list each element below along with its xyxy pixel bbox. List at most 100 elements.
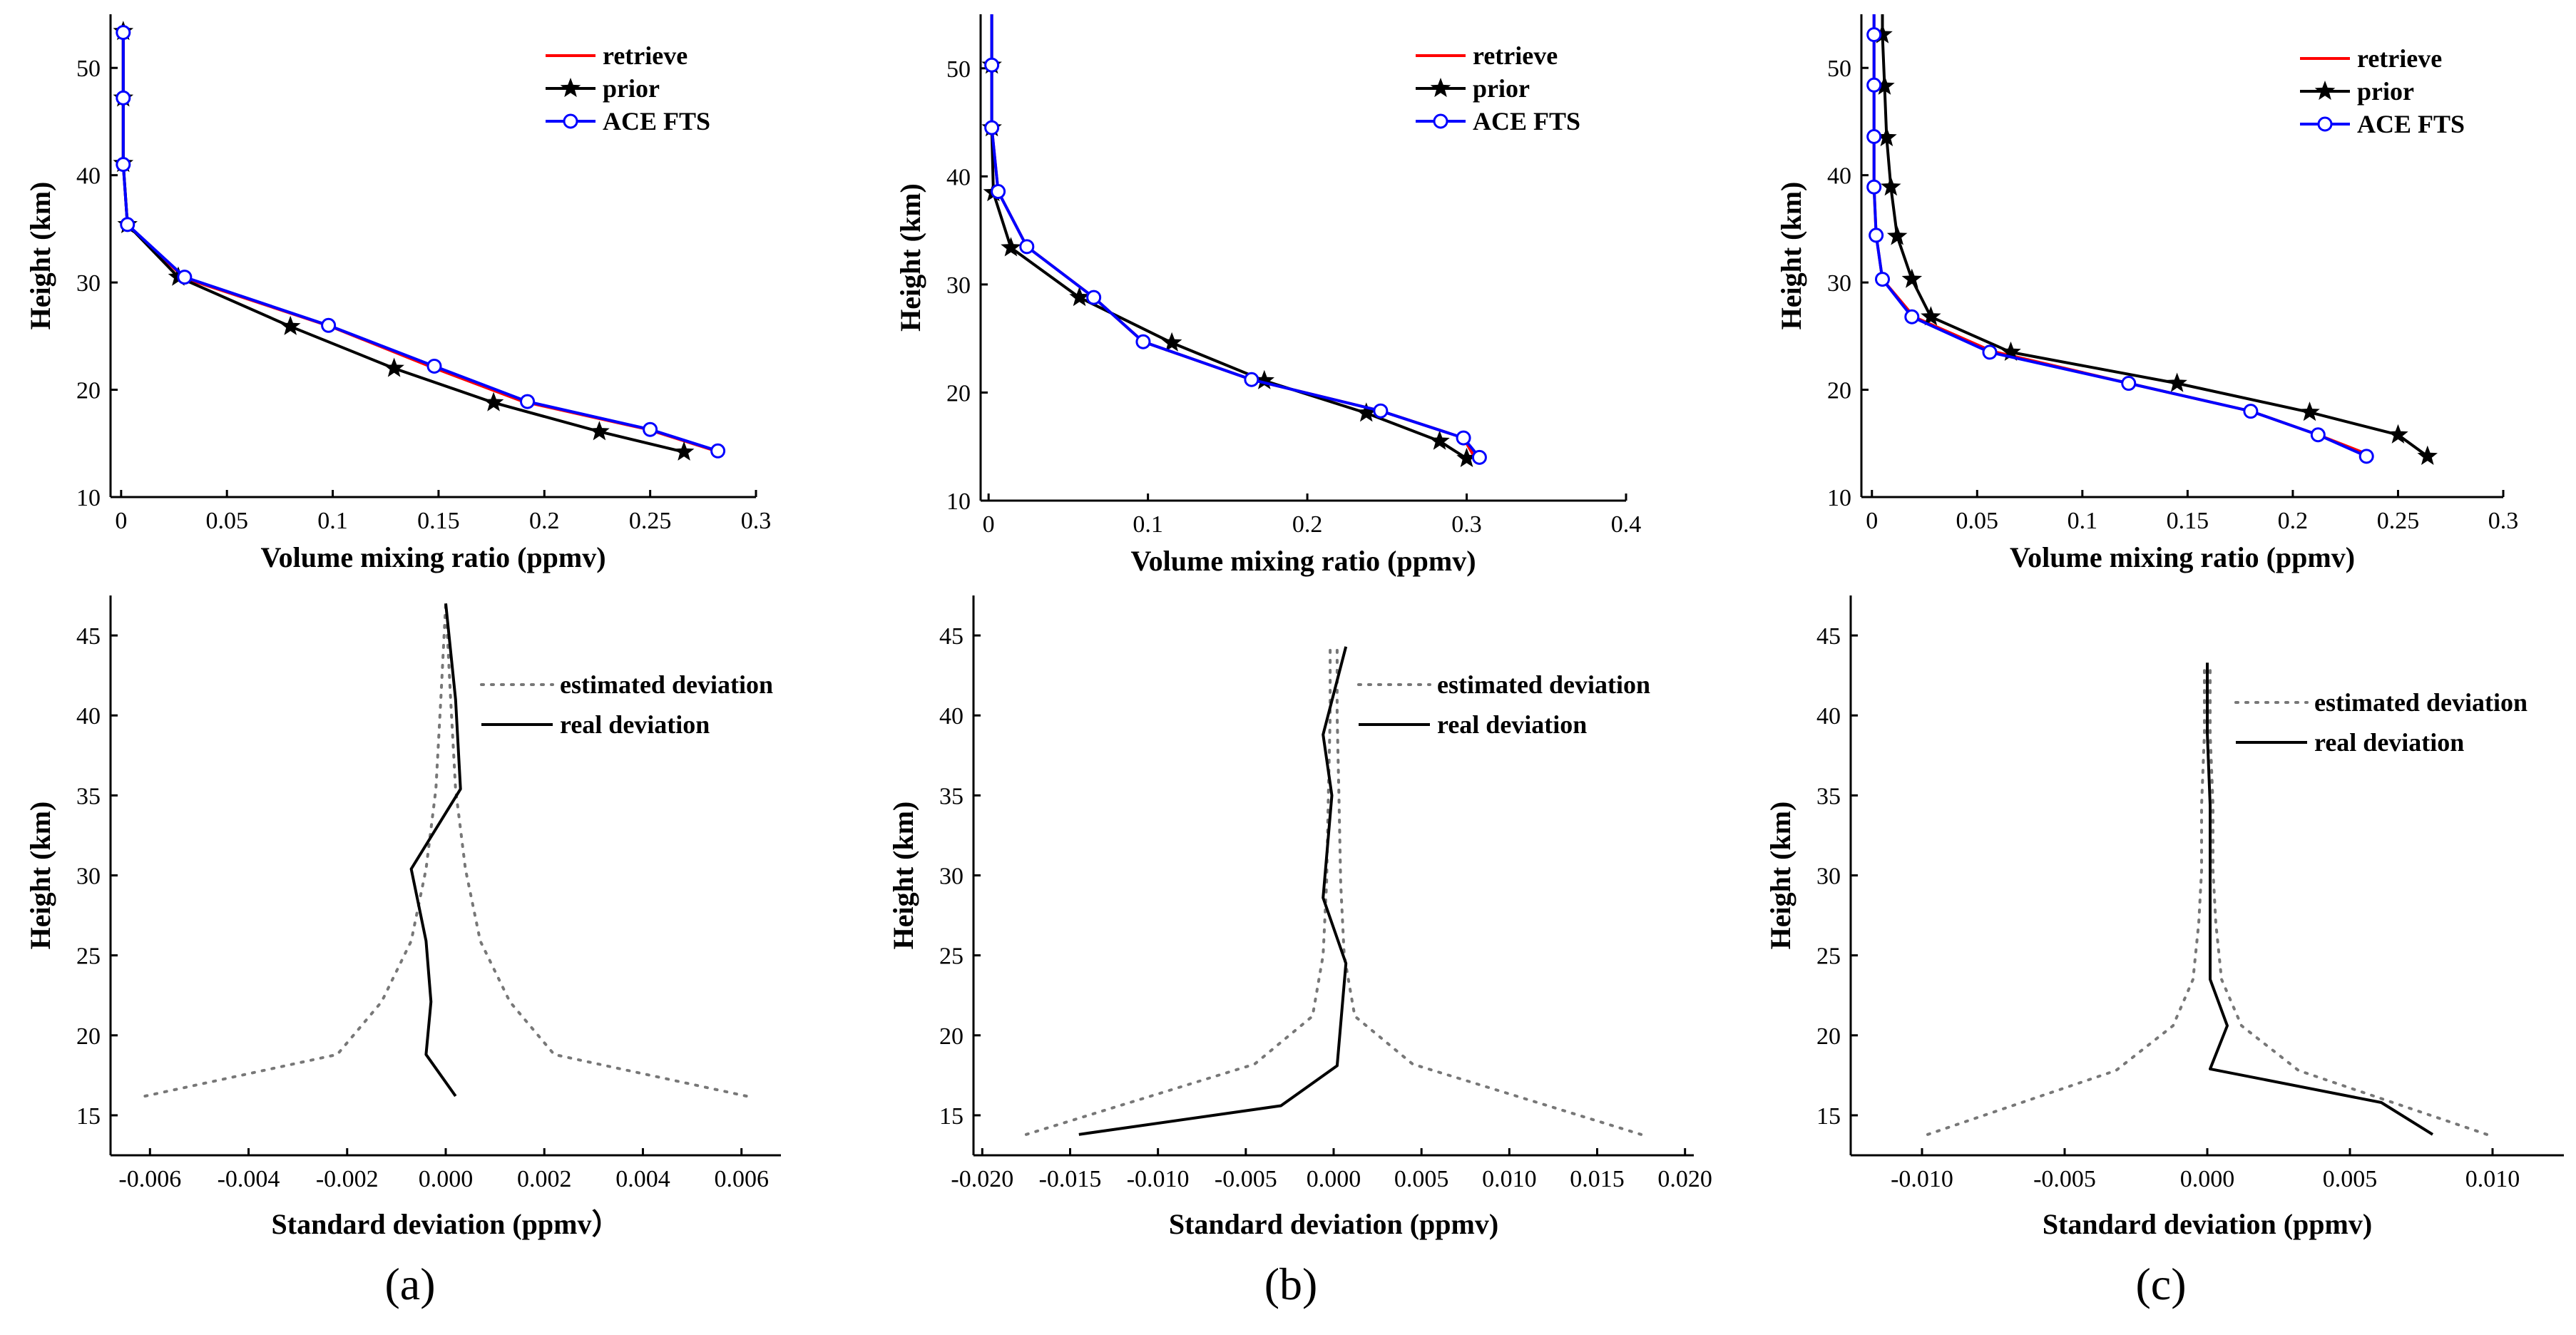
data-point-circle <box>116 25 131 41</box>
y-tick-label: 45 <box>1816 623 1841 650</box>
y-tick-label: 50 <box>1827 56 1851 82</box>
x-tick-label: 0 <box>115 508 127 534</box>
x-tick-label: 0.1 <box>317 508 348 534</box>
data-point-star <box>1456 447 1477 467</box>
charts-layer: 0 0.05 0.1 0.15 0.2 0.25 0.3 10 20 30 40 50 Volume m… <box>24 14 2564 1240</box>
data-point-star <box>2417 445 2438 465</box>
x-tick-label: 0.015 <box>1570 1166 1625 1192</box>
data-point-circle <box>1866 129 1882 145</box>
legend-marker <box>2317 116 2333 132</box>
data-point-circle <box>1866 179 1882 195</box>
data-point-circle <box>1866 77 1882 93</box>
y-tick-label: 40 <box>76 163 101 190</box>
data-point-circle <box>520 394 536 409</box>
y-tick-label: 30 <box>939 864 964 890</box>
y-tick-label: 25 <box>939 943 964 970</box>
data-point-circle <box>1373 403 1389 419</box>
data-point-circle <box>991 184 1006 200</box>
y-tick-label: 30 <box>946 272 971 299</box>
x-axis-title: Volume mixing ratio (ppmv) <box>1130 545 1476 577</box>
data-point-circle <box>984 120 1000 135</box>
x-tick-label: 0.05 <box>205 508 248 534</box>
y-tick-label: 10 <box>946 489 971 515</box>
x-tick-label: 0.006 <box>714 1166 769 1192</box>
legend: estimated deviation real deviation <box>2234 688 2528 757</box>
data-point-star <box>1901 268 1923 288</box>
data-point-star <box>673 441 695 461</box>
data-point-star <box>1881 176 1901 196</box>
data-point-star <box>1254 369 1274 389</box>
panel-label-b: (b) <box>1264 1259 1318 1309</box>
x-tick-label: 0.000 <box>419 1166 474 1192</box>
x-tick-label: -0.004 <box>218 1166 280 1192</box>
x-tick-label: 0.000 <box>1307 1166 1361 1192</box>
series-line-estimated-deviation-positive- <box>2209 661 2488 1136</box>
x-tick-label: 0 <box>983 511 995 538</box>
legend-label: retrieve <box>1473 41 1558 70</box>
data-point-circle <box>2358 449 2374 464</box>
data-point-star <box>1069 287 1090 307</box>
legend-marker <box>560 78 581 98</box>
y-tick-label: 50 <box>946 56 971 83</box>
data-point-circle <box>321 317 337 333</box>
data-point-star <box>2299 401 2320 421</box>
data-point-circle <box>1982 344 1998 360</box>
y-tick-label: 35 <box>76 783 101 809</box>
x-tick-label: -0.006 <box>118 1166 181 1192</box>
y-tick-label: 20 <box>1827 378 1851 404</box>
data-point-star <box>280 315 301 335</box>
x-tick-label: 0.2 <box>529 508 560 534</box>
x-axis-title: Standard deviation (ppmv） <box>272 1208 620 1240</box>
y-tick-label: 35 <box>1816 783 1841 809</box>
chart-c-bottom: -0.010 -0.005 0.000 0.005 0.010 15 20 25 30 35 40 4… <box>1764 595 2564 1240</box>
y-tick-label: 45 <box>939 623 964 650</box>
legend-marker <box>2314 81 2336 101</box>
x-tick-label: -0.010 <box>1891 1166 1953 1192</box>
data-point-circle <box>1866 27 1882 43</box>
y-tick-label: 30 <box>1816 864 1841 890</box>
data-point-circle <box>1135 334 1151 349</box>
x-tick-label: 0.3 <box>2488 508 2519 534</box>
data-point-circle <box>984 57 1000 73</box>
x-axis-title: Volume mixing ratio (ppmv) <box>2010 541 2355 573</box>
y-axis-title: Height (km) <box>24 182 56 330</box>
data-point-circle <box>1244 372 1259 387</box>
x-tick-label: 0.1 <box>2068 508 2098 534</box>
chart-b-top: 0 0.1 0.2 0.3 0.4 10 20 30 40 50 Volume mixing rat… <box>894 14 1641 577</box>
y-tick-label: 40 <box>946 164 971 190</box>
x-tick-label: 0.2 <box>2278 508 2309 534</box>
x-tick-label: -0.005 <box>2033 1166 2096 1192</box>
y-tick-label: 15 <box>939 1103 964 1130</box>
data-point-circle <box>643 421 658 437</box>
series-line-real-deviation <box>1078 646 1348 1136</box>
x-tick-label: 0 <box>1866 508 1878 534</box>
data-point-circle <box>116 157 131 173</box>
legend-label: real deviation <box>2314 728 2464 757</box>
series-line-estimated-deviation-positive- <box>1335 645 1643 1136</box>
data-point-circle <box>1456 430 1471 446</box>
x-tick-label: 0.020 <box>1657 1166 1712 1192</box>
data-point-star <box>1001 237 1021 257</box>
legend-label: estimated deviation <box>1437 670 1650 699</box>
x-tick-label: 0.25 <box>2377 508 2420 534</box>
y-tick-label: 35 <box>939 783 964 809</box>
x-tick-label: 0.05 <box>1956 508 1999 534</box>
y-tick-label: 20 <box>939 1023 964 1050</box>
y-axis-title: Height (km) <box>24 802 56 950</box>
data-point-star <box>384 357 404 377</box>
legend-label: real deviation <box>1437 710 1587 739</box>
data-point-circle <box>1471 449 1487 465</box>
y-tick-label: 40 <box>1816 703 1841 730</box>
legend-marker <box>1430 78 1451 98</box>
data-point-circle <box>2121 376 2137 392</box>
y-axis-title: Height (km) <box>887 802 919 950</box>
x-tick-label: -0.010 <box>1127 1166 1190 1192</box>
data-point-star <box>1921 306 1941 326</box>
legend-label: prior <box>603 74 660 103</box>
x-tick-label: 0.000 <box>2180 1166 2235 1192</box>
x-tick-label: 0.15 <box>2167 508 2209 534</box>
data-point-star <box>2000 341 2021 361</box>
data-point-circle <box>1869 227 1884 243</box>
x-tick-label: 0.010 <box>2465 1166 2520 1192</box>
series-line-estimated-deviation-positive- <box>444 602 748 1098</box>
